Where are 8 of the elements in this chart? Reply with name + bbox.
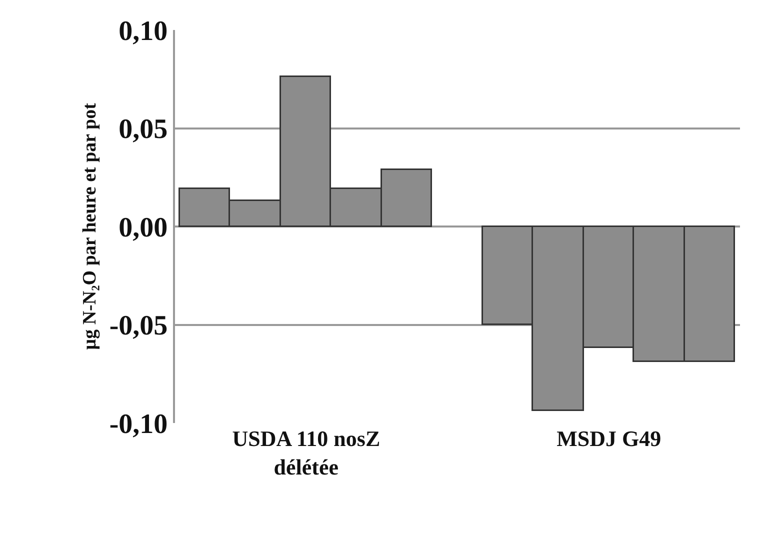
y-tick-label: -0,10 bbox=[109, 408, 168, 440]
y-tick-label: 0,10 bbox=[118, 16, 168, 47]
x-tick-label: USDA 110 nosZ délétée bbox=[232, 426, 380, 480]
y-tick-label: 0,00 bbox=[118, 212, 168, 244]
x-tick-label: MSDJ G49 bbox=[556, 426, 662, 451]
y-axis-title: µg N-N₂O par heure et par pot bbox=[80, 102, 101, 350]
y-tick-label: -0,05 bbox=[109, 310, 168, 342]
y-tick-label: 0,05 bbox=[118, 114, 168, 146]
